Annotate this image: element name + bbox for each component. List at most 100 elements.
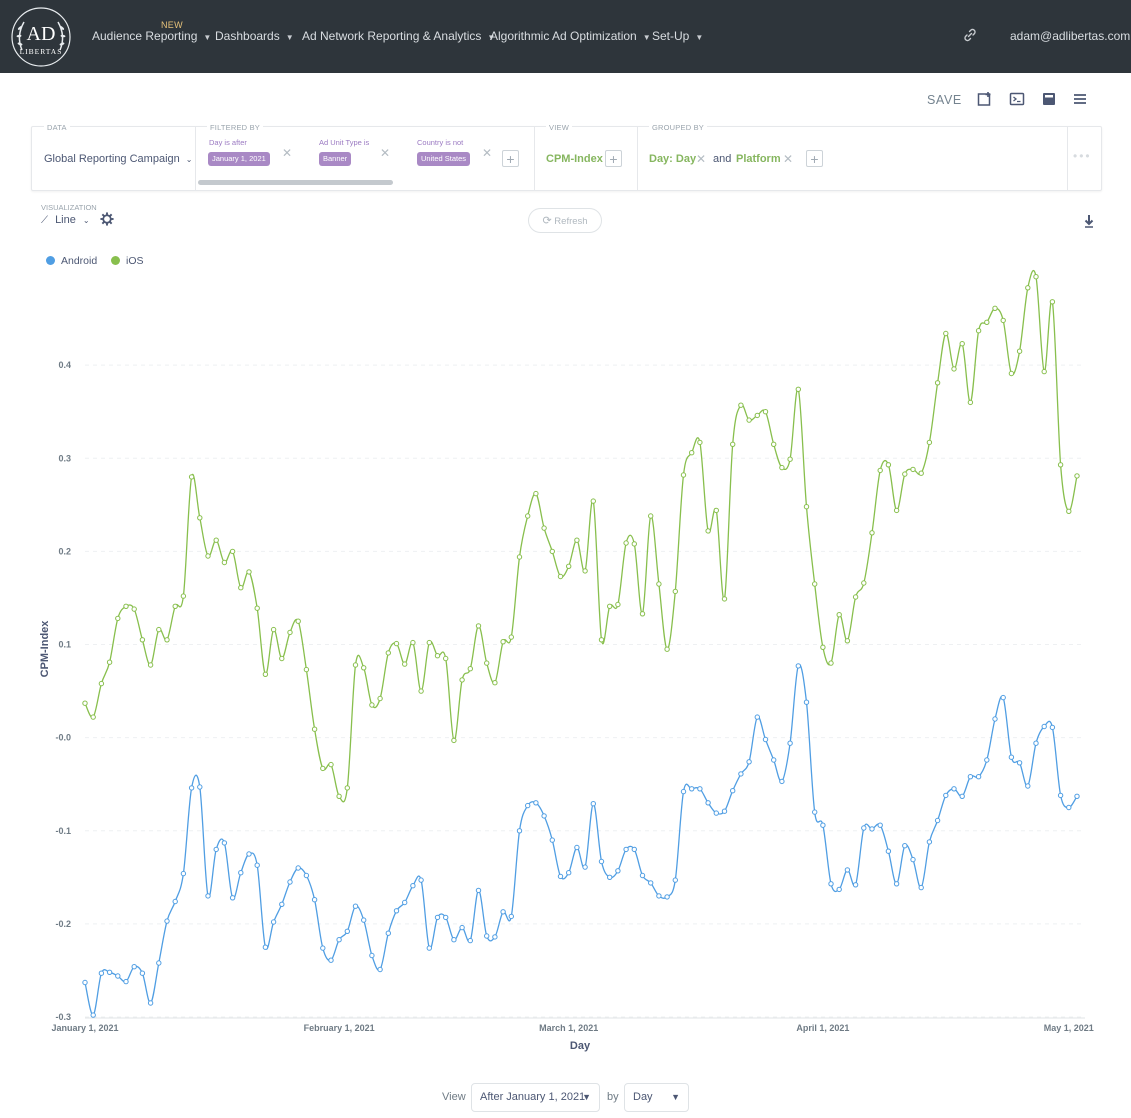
data-point-ios[interactable] [90, 714, 96, 720]
data-point-ios[interactable] [1033, 274, 1039, 280]
data-point-android[interactable] [582, 864, 588, 870]
data-point-android[interactable] [320, 945, 326, 951]
legend-item-android[interactable]: Android [46, 255, 97, 267]
save-button[interactable]: SAVE [927, 93, 962, 107]
data-point-ios[interactable] [951, 366, 957, 372]
data-point-android[interactable] [287, 879, 293, 885]
add-filter-button[interactable]: + [502, 150, 519, 167]
data-point-ios[interactable] [1016, 348, 1023, 354]
data-point-android[interactable] [598, 858, 605, 865]
refresh-button[interactable]: ⟳ Refresh [528, 208, 602, 233]
group-day[interactable]: Day: Day [649, 153, 697, 165]
data-point-ios[interactable] [689, 450, 695, 456]
data-point-ios[interactable] [984, 319, 990, 325]
data-point-ios[interactable] [246, 569, 252, 575]
data-point-android[interactable] [164, 918, 170, 924]
data-point-android[interactable] [705, 800, 711, 806]
data-point-android[interactable] [771, 757, 777, 763]
data-point-ios[interactable] [680, 472, 687, 478]
data-point-ios[interactable] [229, 548, 236, 555]
data-point-ios[interactable] [205, 553, 211, 559]
data-point-android[interactable] [574, 844, 580, 851]
data-point-android[interactable] [106, 969, 113, 975]
data-point-android[interactable] [730, 788, 736, 794]
data-point-android[interactable] [910, 856, 916, 863]
data-point-ios[interactable] [721, 596, 728, 602]
data-point-ios[interactable] [869, 530, 875, 536]
data-point-android[interactable] [1000, 694, 1006, 701]
data-point-ios[interactable] [106, 659, 113, 665]
data-point-ios[interactable] [803, 504, 810, 510]
data-point-android[interactable] [746, 759, 752, 765]
data-point-android[interactable] [967, 774, 974, 780]
data-point-android[interactable] [123, 978, 129, 985]
data-point-android[interactable] [762, 736, 769, 743]
data-point-ios[interactable] [975, 328, 982, 334]
data-point-ios[interactable] [172, 603, 178, 609]
data-point-android[interactable] [188, 785, 195, 791]
data-point-ios[interactable] [959, 341, 965, 347]
data-point-android[interactable] [852, 882, 859, 888]
data-point-ios[interactable] [820, 644, 826, 650]
remove-filter-icon[interactable]: ✕ [282, 146, 293, 160]
nav-ad-network-reporting[interactable]: Ad Network Reporting & Analytics ▼ [302, 29, 495, 43]
data-point-android[interactable] [1066, 804, 1072, 811]
data-point-ios[interactable] [418, 688, 424, 694]
data-point-ios[interactable] [82, 700, 88, 706]
data-point-android[interactable] [959, 793, 965, 799]
link-icon[interactable] [962, 27, 978, 43]
data-point-android[interactable] [795, 663, 801, 669]
remove-filter-icon[interactable]: ✕ [482, 146, 493, 160]
data-point-android[interactable] [738, 771, 744, 777]
data-point-ios[interactable] [197, 515, 203, 521]
data-point-android[interactable] [246, 851, 252, 857]
data-point-android[interactable] [877, 822, 883, 828]
data-point-android[interactable] [410, 883, 416, 889]
data-point-android[interactable] [336, 937, 342, 943]
data-point-ios[interactable] [918, 470, 924, 476]
data-point-android[interactable] [623, 846, 629, 853]
data-point-ios[interactable] [672, 588, 678, 595]
data-point-ios[interactable] [221, 559, 228, 566]
data-point-android[interactable] [557, 873, 564, 880]
data-point-ios[interactable] [270, 626, 277, 633]
data-point-ios[interactable] [648, 513, 654, 519]
data-point-ios[interactable] [615, 601, 621, 608]
data-point-android[interactable] [984, 757, 990, 763]
data-point-ios[interactable] [361, 665, 367, 671]
data-point-ios[interactable] [549, 548, 555, 555]
data-point-android[interactable] [754, 714, 760, 720]
data-point-android[interactable] [926, 839, 933, 845]
data-point-ios[interactable] [1041, 368, 1047, 375]
data-point-android[interactable] [262, 944, 269, 950]
data-point-ios[interactable] [812, 581, 818, 587]
data-point-android[interactable] [828, 881, 834, 887]
data-point-android[interactable] [689, 786, 695, 792]
data-point-android[interactable] [1033, 740, 1039, 746]
nav-dashboards[interactable]: Dashboards ▼ [215, 29, 294, 43]
data-point-ios[interactable] [385, 650, 391, 656]
data-point-android[interactable] [459, 924, 465, 931]
data-point-android[interactable] [221, 840, 228, 846]
data-point-ios[interactable] [787, 456, 793, 462]
data-point-android[interactable] [451, 937, 457, 943]
data-point-android[interactable] [295, 865, 301, 871]
data-point-ios[interactable] [279, 655, 285, 662]
nav-audience-reporting[interactable]: Audience Reporting ▼ [92, 29, 211, 43]
data-point-ios[interactable] [164, 637, 170, 643]
data-point-android[interactable] [254, 862, 260, 868]
data-point-android[interactable] [992, 716, 998, 722]
data-point-android[interactable] [549, 837, 555, 843]
data-point-ios[interactable] [295, 618, 301, 624]
add-metric-button[interactable]: + [605, 150, 622, 167]
data-point-android[interactable] [779, 778, 785, 785]
data-point-android[interactable] [393, 908, 400, 914]
data-point-ios[interactable] [1074, 473, 1080, 479]
data-point-ios[interactable] [451, 737, 457, 744]
data-point-android[interactable] [541, 813, 547, 819]
data-point-ios[interactable] [156, 626, 162, 633]
remove-filter-icon[interactable]: ✕ [380, 146, 391, 160]
data-point-ios[interactable] [934, 380, 941, 386]
data-point-ios[interactable] [910, 466, 916, 473]
data-point-ios[interactable] [508, 634, 514, 640]
